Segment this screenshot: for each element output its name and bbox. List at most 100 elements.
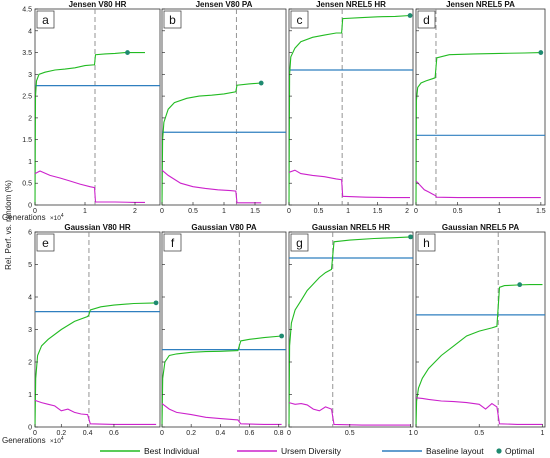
panel-g-xtick-label: 1 [409,430,413,437]
panel-b-frame [161,8,287,206]
x-axis-multiplier-exp-top: 4 [61,213,64,219]
panel-f-optimal-marker [279,333,285,339]
panel-d-xtick-label: 1.5 [536,208,546,215]
legend-best-label: Best Individual [144,446,199,456]
panel-e-ytick-label: 5 [28,262,32,269]
legend-baseline-label: Baseline layout [426,446,484,456]
panel-c-letter-box [290,10,309,29]
panel-h: Gaussian NREL5 PA h 0 0.5 1 [414,223,546,437]
panel-e-ytick-label: 1 [28,392,32,399]
panel-a-letter-box [36,10,55,29]
x-axis-multiplier-exp-bottom: 4 [61,436,64,442]
panel-d-diversity-line [415,180,541,199]
panel-g-best-line [288,236,411,428]
panel-b-title: Jensen V80 PA [196,0,253,9]
x-axis-multiplier-bottom: ×10 [50,438,61,445]
panel-d-frame [415,8,546,206]
panel-d-optimal-marker [538,50,544,55]
panel-a-optimal-marker [125,50,130,55]
panel-a-frame [34,8,161,206]
panel-a-xtick-label: 0 [33,208,37,215]
panel-g-frame [288,231,414,428]
panel-f-frame [161,231,287,428]
panel-a-ytick-label: 4 [28,28,32,35]
legend-optimal-label: Optimal [505,446,534,456]
panel-e-letter-box [36,233,55,252]
panel-f-letter: f [171,236,175,250]
panel-d-xtick-label: 0 [414,208,418,215]
panel-d-letter: d [423,13,430,27]
legend-diversity-label: Ursem Diversity [281,446,342,456]
panel-e-optimal-marker [153,300,159,306]
panel-a-best-line [34,52,145,206]
panel-e-xtick-label: 0.6 [109,430,119,437]
panel-h-diversity-line [415,397,543,425]
panel-b-letter: b [169,13,176,27]
panel-h-title: Gaussian NREL5 PA [442,223,519,232]
panel-a-ytick-label: 3 [28,72,32,79]
legend-optimal-marker [496,448,502,454]
panel-f-xtick-label: 0.8 [274,430,284,437]
panel-h-xtick-label: 0 [414,430,418,437]
panel-e-ytick-label: 2 [28,360,32,367]
panel-d-best-line [415,52,541,206]
panel-c-xtick-label: 2 [405,208,409,215]
panel-h-letter-box [417,233,436,252]
panel-h-best-line [415,284,543,428]
panel-e-xtick-label: 0 [33,430,37,437]
panel-e-diversity-line [34,399,157,425]
panel-h-optimal-marker [517,282,523,288]
x-axis-label-top: Generations ×104 [2,213,64,222]
panel-b-letter-box [163,10,182,29]
panel-f-title: Gaussian V80 PA [191,223,256,232]
panel-e-title: Gaussian V80 HR [64,223,130,232]
panel-f-xtick-label: 0.2 [186,430,196,437]
panel-a-title: Jensen V80 HR [69,0,127,9]
panel-f-xtick-label: 0 [160,430,164,437]
x-axis-label-top-text: Generations [2,213,46,222]
panel-b-best-line [161,82,262,206]
legend: Best Individual Ursem Diversity Baseline… [100,446,534,456]
panel-b-xtick-label: 1.5 [250,208,260,215]
panel-g-optimal-marker [408,234,413,240]
panel-a: Jensen V80 HR a 0 1 2 0 0.5 1 1.5 2 2.5 3 3.5 4 4.5 [22,0,161,215]
panel-b-optimal-marker [258,80,264,86]
panel-a-ytick-label: 3.5 [22,50,32,57]
x-axis-label-bottom-text: Generations [2,436,46,445]
x-axis-multiplier-top: ×10 [50,215,61,222]
panel-e-letter: e [42,236,49,250]
panel-f: Gaussian V80 PA f 0 0.2 0.4 0.6 0.8 [160,223,287,437]
x-axis-label-bottom: Generations ×104 [2,436,64,445]
panel-d-xtick-label: 0.5 [453,208,463,215]
panel-g-title: Gaussian NREL5 HR [312,223,390,232]
panel-d-xtick-label: 1 [497,208,501,215]
panel-b-diversity-line [161,169,262,204]
panel-e-xtick-label: 0.2 [56,430,66,437]
panel-c-optimal-marker [407,13,413,18]
panel-a-diversity-line [34,170,145,203]
panel-e-xtick-label: 0.4 [83,430,93,437]
panel-h-frame [415,231,546,428]
panel-c-xtick-label: 0.5 [314,208,324,215]
panel-a-xtick-label: 2 [133,208,137,215]
panel-f-xtick-label: 0.6 [245,430,255,437]
panel-a-ytick-label: 1 [28,159,32,166]
panel-c-xtick-label: 1 [346,208,350,215]
panel-a-xtick-label: 1 [83,208,87,215]
panel-g-letter: g [296,236,303,250]
panel-f-xtick-label: 0.4 [215,430,225,437]
panel-c-frame [288,8,414,206]
panel-a-ytick-label: 0.5 [22,181,32,188]
panel-e-ytick-label: 0 [28,425,32,432]
panel-c-title: Jensen NREL5 HR [316,0,386,9]
panel-b-xtick-label: 0.5 [188,208,198,215]
panel-c-xtick-label: 1.5 [373,208,383,215]
panel-a-ytick-label: 0 [28,203,32,210]
panel-h-xtick-label: 1 [541,430,545,437]
panel-h-xtick-label: 0.5 [474,430,484,437]
panel-f-diversity-line [161,403,282,425]
panel-g-xtick-label: 0.5 [345,430,355,437]
panel-g-diversity-line [288,402,411,426]
panel-a-letter: a [42,13,49,27]
panel-c-diversity-line [288,169,410,199]
